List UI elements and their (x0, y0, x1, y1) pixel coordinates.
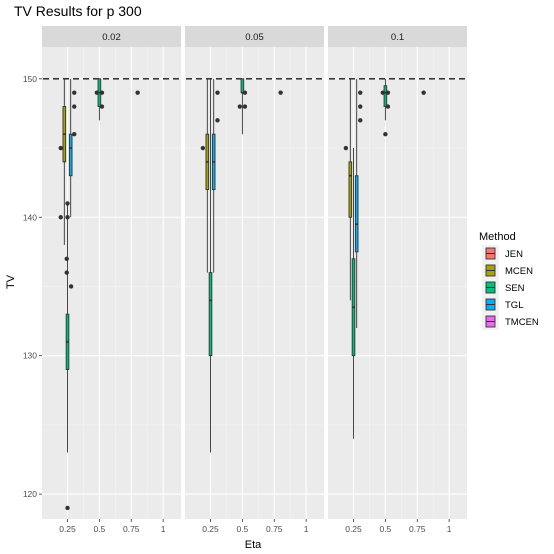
outlier-point (278, 90, 283, 95)
legend-key-jen: JEN (482, 245, 523, 262)
outlier-point (99, 104, 105, 109)
x-tick-label: 0.5 (93, 524, 105, 534)
box-body (240, 78, 245, 94)
outlier-point (237, 104, 243, 109)
facet-strip (185, 26, 324, 47)
facet-strip-label: 0.02 (102, 32, 121, 43)
x-tick-label: 0.25 (59, 524, 76, 534)
chart-title: TV Results for p 300 (14, 3, 142, 19)
panel-background (328, 47, 467, 519)
legend-label: MCEN (505, 266, 533, 277)
x-axis-title: Eta (245, 539, 262, 551)
outlier-point (68, 284, 74, 289)
box-body (208, 272, 213, 357)
y-axis: 120 130 140 150 (23, 74, 42, 499)
x-tick-label: 0.25 (345, 524, 362, 534)
box-mcen (348, 78, 353, 301)
outlier-point (358, 118, 363, 123)
y-tick-label: 130 (23, 351, 37, 361)
legend-label: TGL (505, 300, 523, 311)
box-tgl (211, 78, 216, 273)
outlier-point (385, 104, 391, 109)
outlier-point (65, 215, 70, 220)
panel-background (185, 47, 324, 519)
box-sen (240, 78, 245, 135)
outlier-point (242, 104, 248, 109)
y-tick-label: 150 (23, 74, 37, 84)
outlier-point (385, 90, 391, 95)
facet-panels: 0.020.25 0.5 0.75 10.050.25 0.5 0.75 10.10.25 0… (42, 26, 467, 534)
box-tgl (354, 78, 359, 328)
facet-strip-label: 0.05 (245, 32, 264, 43)
box-mcen (205, 78, 210, 273)
x-tick-label: 1 (304, 524, 309, 534)
legend-key-tgl: TGL (482, 296, 523, 313)
outlier-point (358, 104, 363, 109)
outlier-point (72, 132, 77, 137)
x-tick-label: 0.5 (236, 524, 248, 534)
facet-strip (42, 26, 181, 47)
x-tick-label: 0.5 (379, 524, 391, 534)
box-body (348, 161, 353, 218)
y-tick-label: 120 (23, 489, 37, 499)
outlier-point (72, 104, 77, 109)
outlier-point (343, 145, 349, 151)
box-tgl (68, 78, 73, 218)
x-tick-label: 0.75 (123, 524, 140, 534)
outlier-point (64, 270, 69, 275)
facet-panel: 0.1 0.25 0.5 0.75 1 (328, 26, 467, 534)
facet-panel: 0.02 0.25 0.5 0.75 1 (42, 26, 181, 534)
box-mcen (62, 78, 67, 245)
legend-label: JEN (505, 249, 523, 260)
outlier-point (215, 118, 220, 123)
legend-key-mcen: MCEN (482, 262, 533, 279)
x-tick-label: 0.75 (266, 524, 283, 534)
outlier-point (200, 145, 206, 151)
outlier-point (215, 90, 220, 95)
box-body (383, 85, 388, 107)
x-tick-label: 0.75 (409, 524, 426, 534)
outlier-point (64, 256, 69, 261)
y-tick-label: 140 (23, 212, 37, 222)
box-sen (351, 148, 356, 439)
outlier-point (380, 90, 386, 95)
outlier-point (72, 90, 77, 95)
outlier-point (65, 201, 70, 206)
legend-title: Method (479, 231, 516, 243)
box-body (354, 175, 359, 253)
legend-key-tmcen: TMCEN (482, 313, 539, 330)
legend: Method JEN MCEN SEN TGL TMCEN (479, 231, 539, 330)
outlier-point (58, 145, 63, 151)
x-tick-label: 1 (161, 524, 166, 534)
outlier-point (242, 90, 248, 95)
outlier-point (135, 90, 140, 95)
facet-strip-label: 0.1 (391, 32, 404, 43)
legend-label: SEN (505, 283, 525, 294)
outlier-point (383, 132, 388, 137)
outlier-point (58, 215, 63, 220)
outlier-point (99, 90, 105, 95)
box-sen (208, 78, 213, 453)
legend-key-sen: SEN (482, 279, 525, 296)
box-body (68, 133, 73, 177)
x-tick-label: 1 (447, 524, 452, 534)
x-tick-label: 0.25 (202, 524, 219, 534)
facet-strip (328, 26, 467, 47)
outlier-point (421, 90, 426, 95)
legend-label: TMCEN (505, 317, 539, 328)
facet-panel: 0.05 0.25 0.5 0.75 1 (185, 26, 324, 534)
outlier-point (65, 505, 70, 511)
y-axis-title: TV (5, 274, 17, 289)
outlier-point (94, 90, 100, 95)
outlier-point (358, 90, 363, 95)
